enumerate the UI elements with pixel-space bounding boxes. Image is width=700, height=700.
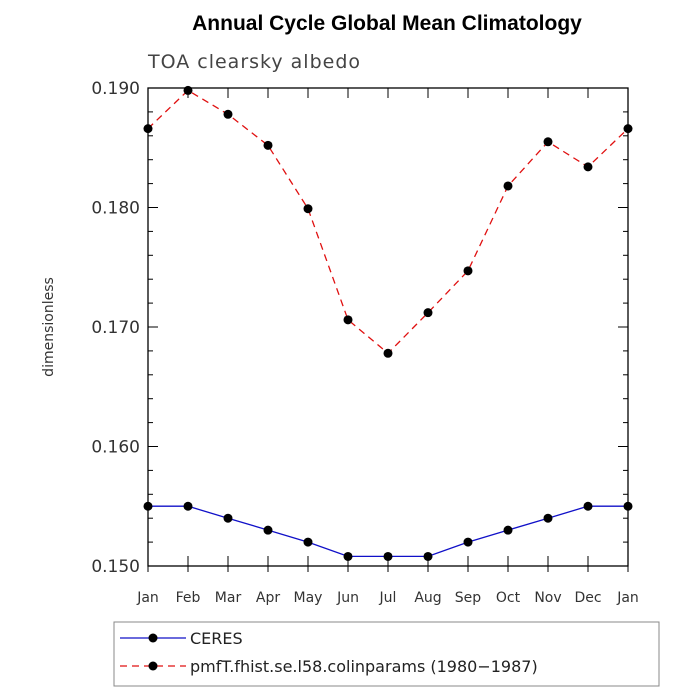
legend: CERES pmfT.fhist.se.l58.colinparams (198… bbox=[113, 621, 660, 687]
y-tick-label: 0.180 bbox=[91, 199, 140, 219]
legend-label-ceres: CERES bbox=[190, 629, 243, 648]
x-tick-label: Nov bbox=[534, 590, 561, 606]
legend-marker-model bbox=[148, 661, 158, 671]
data-point-ceres bbox=[423, 551, 433, 561]
plot-frame bbox=[147, 87, 629, 567]
data-point-ceres bbox=[383, 551, 393, 561]
data-point-ceres bbox=[143, 501, 153, 511]
x-tick-label: Apr bbox=[256, 590, 280, 606]
x-tick-label: Jan bbox=[136, 590, 159, 606]
data-point-ceres bbox=[583, 501, 593, 511]
y-tick-label: 0.160 bbox=[91, 438, 140, 458]
y-tick-label: 0.170 bbox=[91, 318, 140, 338]
data-point-ceres bbox=[343, 551, 353, 561]
data-point-model bbox=[543, 137, 553, 147]
data-point-model bbox=[183, 85, 193, 95]
chart-subtitle: TOA clearsky albedo bbox=[147, 51, 361, 73]
x-tick-label: Feb bbox=[176, 590, 201, 606]
y-tick-label: 0.190 bbox=[91, 79, 140, 99]
data-point-model bbox=[463, 266, 473, 276]
data-point-model bbox=[383, 348, 393, 358]
legend-marker-ceres bbox=[148, 633, 158, 643]
x-tick-label: Jan bbox=[616, 590, 639, 606]
x-tick-label: Aug bbox=[414, 590, 441, 606]
data-point-ceres bbox=[223, 513, 233, 523]
data-point-ceres bbox=[543, 513, 553, 523]
legend-box bbox=[113, 621, 660, 687]
data-point-model bbox=[503, 181, 513, 191]
x-tick-label: Oct bbox=[496, 590, 521, 606]
y-axis-label: dimensionless bbox=[41, 277, 57, 377]
legend-label-model: pmfT.fhist.se.l58.colinparams (1980−1987… bbox=[190, 657, 538, 676]
data-point-ceres bbox=[503, 525, 513, 535]
data-point-model bbox=[143, 124, 153, 134]
data-point-ceres bbox=[303, 537, 313, 547]
data-point-ceres bbox=[463, 537, 473, 547]
data-point-model bbox=[263, 140, 273, 150]
data-point-ceres bbox=[183, 501, 193, 511]
x-tick-label: Dec bbox=[574, 590, 601, 606]
series-lines bbox=[147, 89, 629, 558]
data-point-model bbox=[223, 109, 233, 119]
x-tick-label: May bbox=[294, 590, 323, 606]
x-tick-labels: Jan Feb Mar Apr May Jun Jul Aug Sep Oct Nov Dec Jan bbox=[136, 590, 639, 606]
data-point-model bbox=[623, 124, 633, 134]
series-line-model bbox=[147, 89, 629, 355]
x-tick-label: Jun bbox=[336, 590, 359, 606]
data-point-ceres bbox=[623, 501, 633, 511]
series-points bbox=[143, 85, 633, 561]
x-tick-label: Mar bbox=[215, 590, 242, 606]
axis-ticks bbox=[147, 87, 629, 572]
chart-title: Annual Cycle Global Mean Climatology bbox=[192, 12, 582, 35]
x-tick-label: Sep bbox=[455, 590, 482, 606]
x-tick-label: Jul bbox=[379, 590, 397, 606]
data-point-ceres bbox=[263, 525, 273, 535]
data-point-model bbox=[423, 308, 433, 318]
data-point-model bbox=[303, 204, 313, 214]
data-point-model bbox=[343, 315, 353, 325]
y-tick-labels: 0.150 0.160 0.170 0.180 0.190 bbox=[91, 79, 140, 577]
series-line-ceres bbox=[148, 505, 628, 558]
y-tick-label: 0.150 bbox=[91, 557, 140, 577]
data-point-model bbox=[583, 162, 593, 172]
